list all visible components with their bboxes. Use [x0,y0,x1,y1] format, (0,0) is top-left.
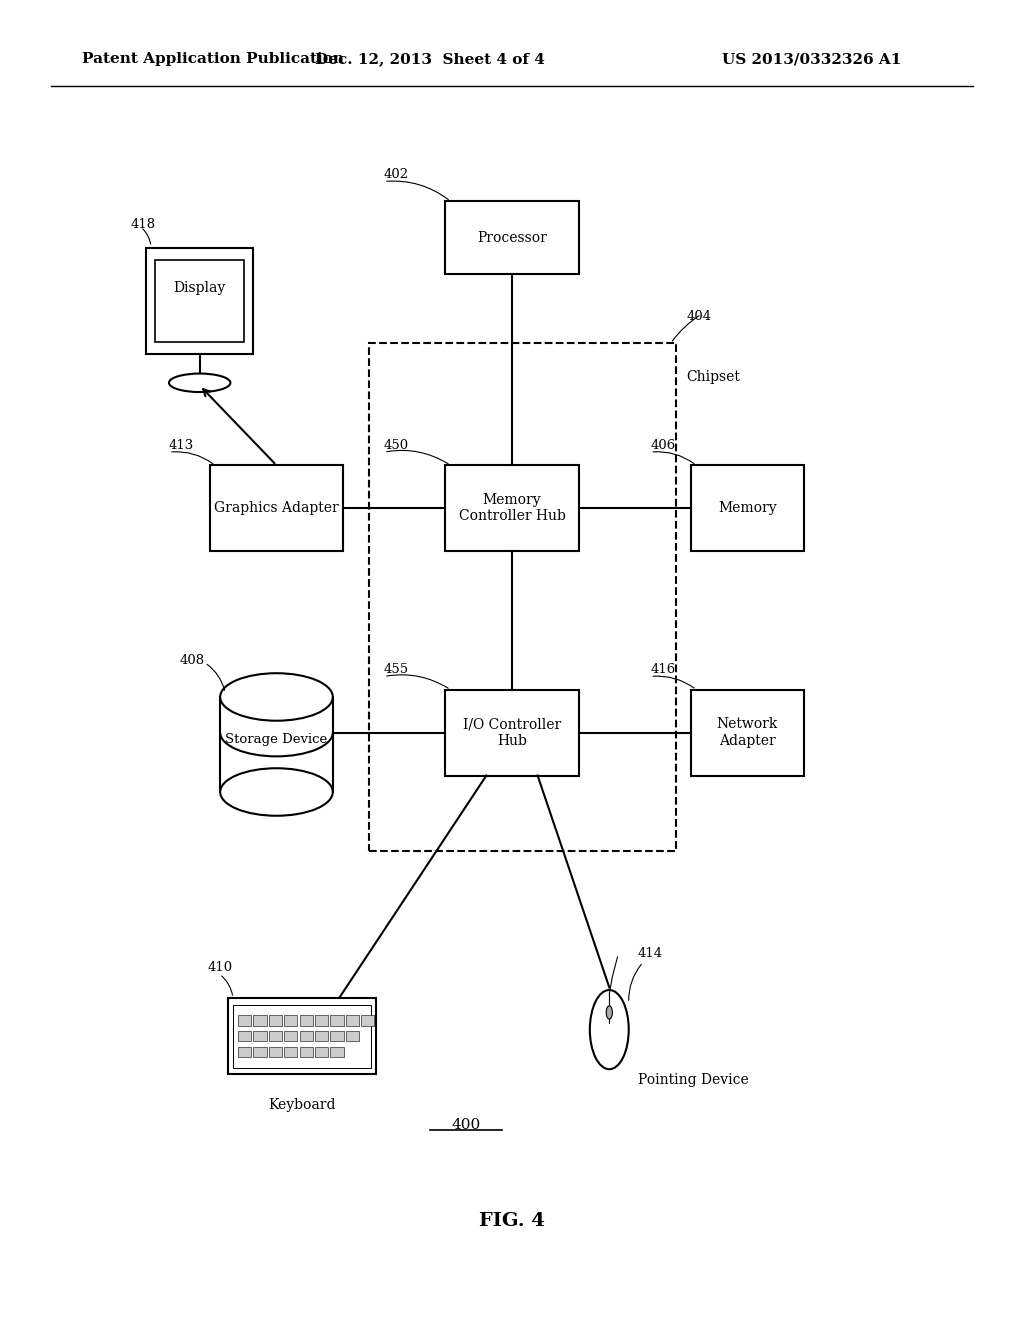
FancyBboxPatch shape [254,1047,266,1057]
Text: Chipset: Chipset [686,370,740,384]
FancyBboxPatch shape [232,1005,371,1068]
FancyBboxPatch shape [268,1015,282,1026]
Text: Graphics Adapter: Graphics Adapter [214,502,339,515]
FancyBboxPatch shape [315,1031,328,1041]
Ellipse shape [606,1006,612,1019]
Text: 416: 416 [650,664,676,676]
FancyBboxPatch shape [330,1015,344,1026]
Text: Display: Display [173,281,226,294]
Text: Keyboard: Keyboard [268,1098,336,1113]
FancyBboxPatch shape [284,1031,297,1041]
Text: Dec. 12, 2013  Sheet 4 of 4: Dec. 12, 2013 Sheet 4 of 4 [315,53,545,66]
Text: Memory
Controller Hub: Memory Controller Hub [459,494,565,523]
Text: FIG. 4: FIG. 4 [479,1212,545,1230]
Ellipse shape [169,374,230,392]
Ellipse shape [590,990,629,1069]
FancyBboxPatch shape [360,1015,375,1026]
Text: Patent Application Publication: Patent Application Publication [82,53,344,66]
FancyBboxPatch shape [254,1015,266,1026]
FancyBboxPatch shape [156,260,245,342]
FancyBboxPatch shape [330,1031,344,1041]
Text: Network
Adapter: Network Adapter [717,718,778,747]
FancyBboxPatch shape [691,466,804,552]
Text: 400: 400 [452,1118,480,1131]
Bar [220,697,333,792]
FancyBboxPatch shape [299,1031,313,1041]
FancyBboxPatch shape [445,466,579,552]
Text: 402: 402 [384,169,410,181]
FancyBboxPatch shape [284,1015,297,1026]
Text: 413: 413 [169,440,195,451]
FancyBboxPatch shape [445,689,579,776]
FancyBboxPatch shape [284,1047,297,1057]
FancyBboxPatch shape [268,1047,282,1057]
FancyBboxPatch shape [227,998,376,1074]
Ellipse shape [220,673,333,721]
FancyBboxPatch shape [254,1031,266,1041]
FancyBboxPatch shape [691,689,804,776]
FancyBboxPatch shape [315,1015,328,1026]
FancyBboxPatch shape [238,1031,252,1041]
Text: Processor: Processor [477,231,547,244]
FancyBboxPatch shape [345,1031,358,1041]
FancyBboxPatch shape [315,1047,328,1057]
Ellipse shape [220,768,333,816]
FancyBboxPatch shape [299,1047,313,1057]
Text: Pointing Device: Pointing Device [638,1073,749,1088]
FancyBboxPatch shape [345,1015,358,1026]
FancyBboxPatch shape [445,201,579,275]
Text: Storage Device: Storage Device [225,733,328,746]
Text: 455: 455 [384,664,410,676]
Text: 404: 404 [686,310,712,323]
Text: US 2013/0332326 A1: US 2013/0332326 A1 [722,53,901,66]
Text: Memory: Memory [718,502,777,515]
Text: 408: 408 [179,653,205,667]
FancyBboxPatch shape [299,1015,313,1026]
Text: 406: 406 [650,440,676,451]
FancyBboxPatch shape [238,1015,252,1026]
Text: 418: 418 [131,218,156,231]
FancyBboxPatch shape [330,1047,344,1057]
Text: 414: 414 [638,946,664,960]
Text: 410: 410 [207,961,232,974]
Text: 450: 450 [384,440,410,451]
Text: I/O Controller
Hub: I/O Controller Hub [463,718,561,747]
FancyBboxPatch shape [238,1047,252,1057]
FancyBboxPatch shape [268,1031,282,1041]
FancyBboxPatch shape [146,248,254,354]
FancyBboxPatch shape [210,466,343,552]
